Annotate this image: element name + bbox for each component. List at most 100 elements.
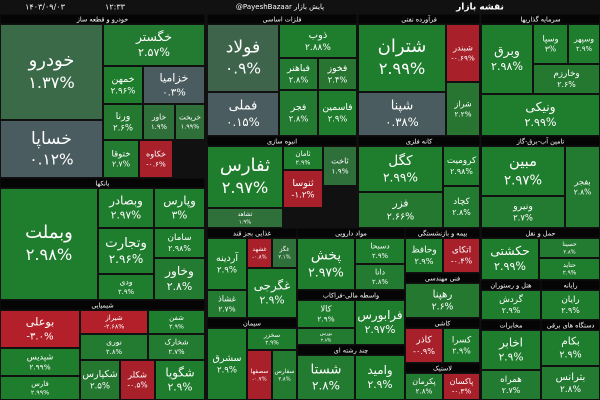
tile-name: غگرجی [254, 278, 291, 293]
tile-change: ۲.۸% [563, 249, 575, 255]
tile-change: ۲.۹۹% [383, 170, 418, 184]
sector-header [405, 228, 480, 238]
tile [207, 208, 283, 228]
tile [207, 238, 247, 290]
sector-title: فلزات اساسی [263, 16, 302, 24]
sector-title: حمل و نقل [526, 230, 556, 238]
tile-name: خکاوه [146, 149, 166, 159]
tile-change: -۰.۵% [127, 380, 147, 389]
tile [358, 192, 443, 228]
tile-name: حتاید [563, 261, 576, 269]
tile-change: ۲.۹۸% [168, 244, 191, 253]
sector-header [297, 290, 405, 300]
tile [103, 104, 143, 140]
tile [355, 355, 405, 400]
tile [207, 92, 279, 136]
tile [80, 360, 120, 400]
tile-change: ۲.۲% [454, 109, 471, 118]
sector-header [0, 14, 205, 24]
tile [405, 283, 480, 318]
tile [481, 24, 533, 94]
sector-title: بانکها [95, 180, 109, 188]
tile-change: ۲.۹۷% [504, 174, 542, 189]
tile-name: شیراز [104, 313, 122, 322]
sector-header [358, 14, 480, 24]
tile-change: ۰.۳۸% [385, 115, 418, 129]
tile [0, 348, 80, 376]
tile-change: ۲.۹۸% [26, 245, 73, 264]
tile-name: شستا [311, 363, 342, 378]
tile-change: ۲.۷% [513, 213, 533, 223]
tile-change: ۱.۹% [239, 219, 251, 225]
tile [318, 90, 357, 136]
tile [318, 58, 357, 90]
tile-name: خمهن [111, 74, 134, 85]
tile [143, 104, 175, 140]
tile-change: ۲.۹% [499, 352, 524, 364]
tile-change: ۲.۹۶% [109, 252, 144, 266]
tile [175, 104, 205, 140]
tile-change: ۲.۷% [168, 348, 185, 356]
sector-header [297, 228, 405, 238]
tile [358, 92, 446, 136]
tile-name: سامان [168, 233, 192, 243]
tile [120, 360, 155, 400]
tile [103, 66, 143, 104]
tile-change: -۰.۷% [252, 376, 266, 382]
tile-name: شکلر [127, 370, 147, 380]
tile [297, 300, 355, 328]
time: ۱۲:۳۳ [105, 3, 126, 12]
date: ۱۴۰۳/۰۹/۰۳ [25, 3, 65, 12]
sector-title: کاشی [435, 320, 452, 328]
tile [279, 90, 318, 136]
tile [272, 238, 297, 268]
tile-name: دسبحا [370, 241, 389, 250]
tile [155, 360, 205, 400]
tile [139, 140, 173, 178]
tile-name: سشرق [212, 353, 241, 364]
tile-change: ۳% [545, 44, 556, 53]
tile [443, 328, 480, 363]
tile [481, 94, 600, 136]
tile-name: ثنوسا [292, 178, 314, 189]
tile-change: ۲.۹% [259, 294, 284, 307]
tile-name: دانا [375, 267, 385, 276]
tile-change: ۲.۸% [289, 114, 309, 124]
tile-name: خریخت [179, 113, 201, 122]
tile-name: فملی [229, 99, 258, 114]
tile-change: ۲.۹% [502, 306, 521, 315]
tile-name: اخابر [498, 335, 523, 350]
tile-change: ۲.۵۷% [138, 46, 170, 59]
sector-title: خودرو و قطعه ساز [76, 16, 129, 24]
tile-name: آردینه [216, 251, 238, 264]
tile-name: کسرا [452, 336, 472, 346]
tile-change: -۰.۹% [413, 346, 435, 356]
tile [154, 188, 205, 228]
sector-title: انبوه سازی [267, 138, 297, 146]
tile-change: ۲.۹۹% [494, 260, 526, 273]
tile-change: ۲.۸۸% [305, 43, 331, 53]
tile-name: کاذر [415, 336, 432, 346]
tile-name: وخاور [164, 264, 194, 279]
tile [272, 350, 297, 400]
tile [323, 146, 357, 186]
tile-name: ثفارس [220, 155, 270, 176]
tile-change: ۲.۹۹% [379, 59, 426, 78]
tile-change: ۲.۹۷% [365, 323, 396, 336]
tile-name: حسینا [562, 242, 577, 248]
tile-name: شفن [169, 313, 184, 322]
sector-title: مواد دارویی [335, 230, 367, 238]
tile-name: شخارک [164, 337, 188, 346]
tile-change: ۲.۹۷% [308, 264, 344, 279]
tile-name: فجر [290, 102, 307, 113]
sector-header [481, 14, 600, 24]
tile [443, 186, 480, 228]
tile-name: کچاد [453, 197, 470, 207]
tile-change: ۲.۸% [167, 280, 193, 293]
tile-name: ونیکی [525, 100, 555, 115]
tile [541, 330, 600, 366]
sector-title: کانه فلزی [406, 138, 433, 146]
tile-name: وسپا [542, 34, 558, 44]
tile-name: وبصادر [108, 193, 143, 208]
tile [565, 146, 600, 228]
